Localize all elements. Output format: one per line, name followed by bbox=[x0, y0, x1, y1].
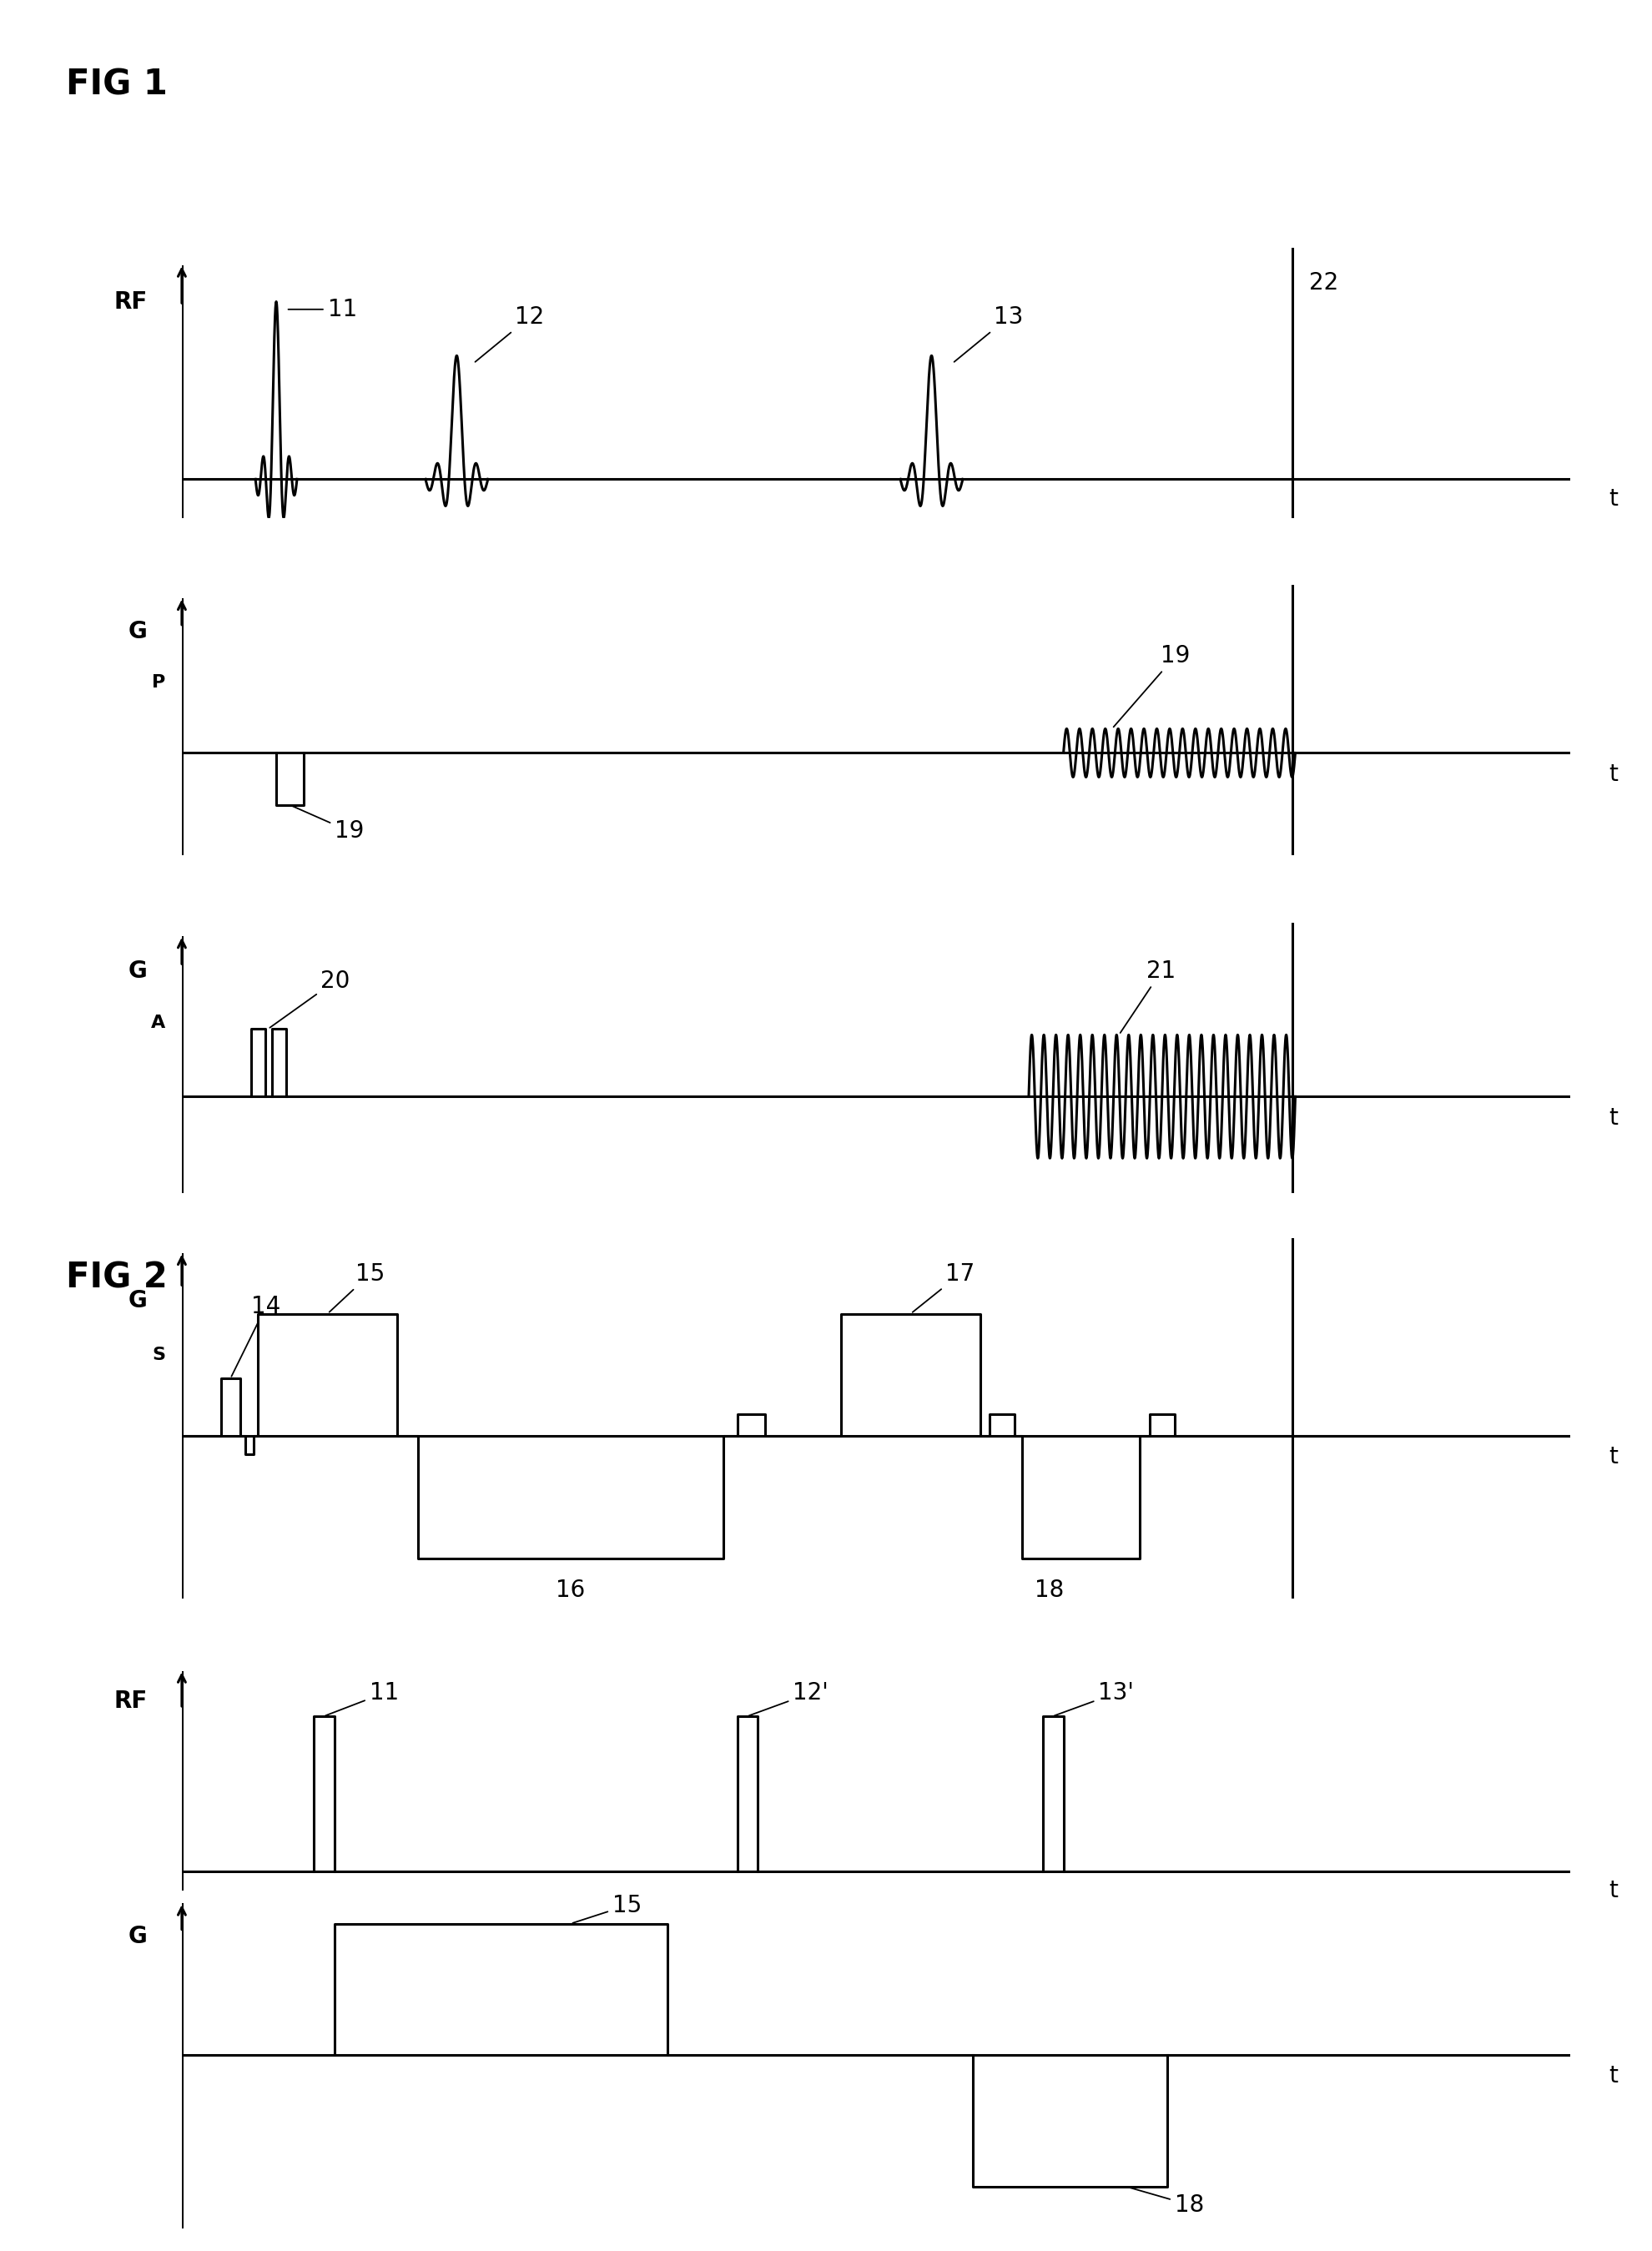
Text: G: G bbox=[129, 959, 147, 984]
Text: FIG 2: FIG 2 bbox=[66, 1261, 167, 1297]
Text: 13': 13' bbox=[1054, 1681, 1133, 1715]
Text: 15: 15 bbox=[573, 1893, 641, 1922]
Text: 13: 13 bbox=[953, 306, 1023, 362]
Text: 14: 14 bbox=[231, 1294, 281, 1375]
Text: G: G bbox=[129, 1290, 147, 1312]
Text: t: t bbox=[1609, 1880, 1617, 1902]
Text: RF: RF bbox=[114, 290, 147, 313]
Text: RF: RF bbox=[114, 1688, 147, 1713]
Text: 11: 11 bbox=[325, 1681, 398, 1715]
Text: t: t bbox=[1609, 486, 1617, 511]
Text: t: t bbox=[1609, 2064, 1617, 2087]
Text: A: A bbox=[150, 1015, 165, 1031]
Text: 11: 11 bbox=[287, 297, 357, 322]
Text: 19: 19 bbox=[1113, 644, 1189, 727]
Text: 12': 12' bbox=[748, 1681, 828, 1715]
Text: S: S bbox=[152, 1346, 165, 1364]
Text: 21: 21 bbox=[1120, 959, 1176, 1033]
Text: 22: 22 bbox=[1308, 270, 1338, 295]
Text: FIG 1: FIG 1 bbox=[66, 68, 169, 104]
Text: P: P bbox=[152, 673, 165, 691]
Text: t: t bbox=[1609, 763, 1617, 786]
Text: 20: 20 bbox=[269, 970, 350, 1029]
Text: t: t bbox=[1609, 1445, 1617, 1468]
Text: 15: 15 bbox=[329, 1263, 385, 1312]
Text: 12: 12 bbox=[474, 306, 544, 362]
Text: 17: 17 bbox=[912, 1263, 975, 1312]
Text: t: t bbox=[1609, 1105, 1617, 1130]
Text: G: G bbox=[129, 621, 147, 644]
Text: 18: 18 bbox=[1128, 2188, 1203, 2217]
Text: 18: 18 bbox=[1034, 1578, 1064, 1603]
Text: G: G bbox=[129, 1925, 147, 1947]
Text: 16: 16 bbox=[555, 1578, 585, 1603]
Text: 19: 19 bbox=[292, 806, 363, 842]
